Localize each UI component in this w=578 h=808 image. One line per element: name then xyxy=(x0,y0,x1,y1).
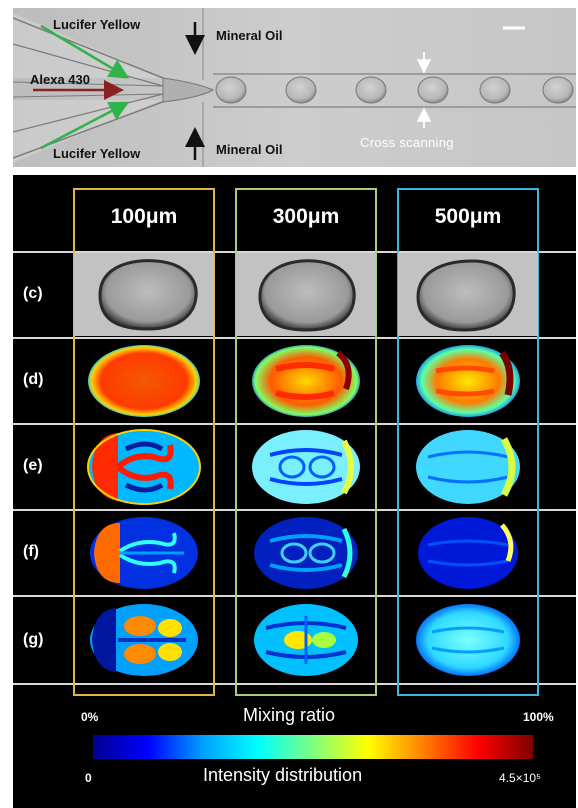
heatmap-g-300um xyxy=(254,604,358,676)
heatmap-f-500um xyxy=(418,517,518,589)
row-divider xyxy=(13,509,576,511)
colorbar-max-percent: 100% xyxy=(523,710,554,724)
heatmap-g-100um xyxy=(90,604,198,676)
microfluidic-channel-image: Lucifer Yellow Alexa 430 Lucifer Yellow … xyxy=(13,8,576,167)
column-header-300um: 300μm xyxy=(272,205,340,228)
mineral-oil-bottom-label: Mineral Oil xyxy=(216,142,283,157)
droplet-brightfield-100um xyxy=(74,253,214,336)
heatmap-e-500um xyxy=(416,430,520,504)
heatmap-e-100um xyxy=(87,429,201,505)
row-label-g: (g) xyxy=(23,631,44,648)
droplet-brightfield-500um xyxy=(398,253,538,336)
colorbar-min-value: 0 xyxy=(85,771,92,785)
row-label-c: (c) xyxy=(23,285,43,302)
column-box-500um xyxy=(397,188,539,696)
mixing-heatmap-panel: 100μm 300μm 500μm (c) (d) (e) (f) (g) xyxy=(13,175,576,808)
droplet-brightfield-300um xyxy=(236,253,376,336)
row-divider xyxy=(13,683,576,685)
cross-scanning-label: Cross scanning xyxy=(360,135,454,150)
column-box-100um xyxy=(73,188,215,696)
row-label-e: (e) xyxy=(23,457,43,474)
row-divider xyxy=(13,595,576,597)
colorbar-title-mixing: Mixing ratio xyxy=(243,705,336,725)
colorbar-max-value: 4.5×10⁵ xyxy=(499,771,542,785)
heatmap-f-300um xyxy=(254,517,358,589)
row-divider xyxy=(13,337,576,339)
heatmap-g-500um xyxy=(416,604,520,676)
colorbar-min-percent: 0% xyxy=(81,710,99,724)
lucifer-yellow-top-label: Lucifer Yellow xyxy=(53,17,141,32)
alexa-label: Alexa 430 xyxy=(30,72,90,87)
row-divider xyxy=(13,423,576,425)
heatmap-f-100um xyxy=(90,517,198,589)
row-label-d: (d) xyxy=(23,371,44,388)
heatmap-d-300um xyxy=(252,345,360,417)
column-header-500um: 500μm xyxy=(434,205,502,228)
heatmap-d-100um xyxy=(88,345,200,417)
colorbar-gradient xyxy=(93,735,533,759)
row-divider xyxy=(13,251,576,253)
heatmap-e-300um xyxy=(252,430,360,504)
heatmap-d-500um xyxy=(416,345,520,417)
lucifer-yellow-bottom-label: Lucifer Yellow xyxy=(53,146,141,161)
mineral-oil-top-label: Mineral Oil xyxy=(216,28,283,43)
column-box-300um xyxy=(235,188,377,696)
channel-drawing xyxy=(13,8,576,167)
colorbar-title-intensity: Intensity distribution xyxy=(203,765,363,785)
row-label-f: (f) xyxy=(23,543,39,560)
column-header-100um: 100μm xyxy=(110,205,178,228)
